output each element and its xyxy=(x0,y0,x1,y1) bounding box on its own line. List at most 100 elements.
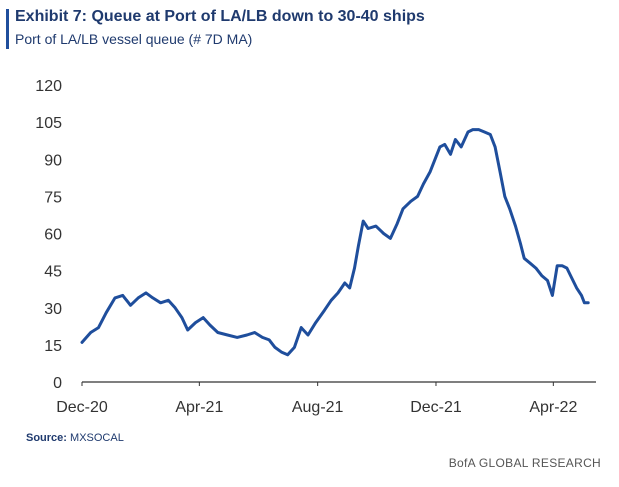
data-point xyxy=(546,279,549,282)
data-point xyxy=(348,286,351,290)
data-point xyxy=(540,274,543,277)
data-point xyxy=(336,291,340,295)
source-label: Source: xyxy=(26,432,67,444)
data-point xyxy=(235,336,239,339)
data-point xyxy=(226,333,229,337)
data-point xyxy=(556,264,559,267)
data-point xyxy=(286,353,289,356)
y-axis-ticks: 0 15 30 45 60 75 90 105 120 xyxy=(35,78,62,392)
data-point xyxy=(299,326,303,329)
data-point xyxy=(194,321,197,324)
data-point xyxy=(80,341,84,344)
y-tick-label: 75 xyxy=(44,189,62,206)
data-point xyxy=(267,338,271,342)
data-point xyxy=(508,207,511,210)
data-point xyxy=(306,333,310,337)
data-point xyxy=(466,130,470,134)
y-tick-label: 45 xyxy=(44,264,62,281)
x-axis-ticks: Dec-20 Apr-21 Aug-21 Dec-21 Apr-22 xyxy=(56,382,577,416)
chart-subtitle: Port of LA/LB vessel queue (# 7D MA) xyxy=(15,31,253,47)
data-point xyxy=(583,301,586,304)
data-point xyxy=(167,299,170,302)
data-point xyxy=(366,227,370,230)
data-point xyxy=(343,281,347,285)
x-tick-label: Apr-21 xyxy=(175,399,223,416)
x-tick-label: Apr-22 xyxy=(529,399,577,416)
data-point xyxy=(261,336,264,339)
data-point xyxy=(401,207,405,210)
data-point xyxy=(180,316,184,319)
data-point xyxy=(570,276,573,280)
data-point xyxy=(514,224,517,228)
data-point xyxy=(374,224,378,228)
data-point xyxy=(477,128,480,131)
data-point xyxy=(323,309,326,312)
data-point xyxy=(434,155,438,158)
y-tick-label: 60 xyxy=(44,227,62,244)
data-point xyxy=(471,128,475,131)
data-point xyxy=(330,299,333,302)
x-tick-label: Aug-21 xyxy=(292,399,344,416)
y-tick-label: 120 xyxy=(35,78,62,95)
data-point xyxy=(97,326,100,329)
data-point xyxy=(565,266,569,270)
data-point xyxy=(409,200,412,203)
data-point xyxy=(428,170,432,173)
data-point xyxy=(587,301,590,304)
data-point xyxy=(253,331,256,334)
series-layer xyxy=(80,128,590,357)
source-note: Source: MXSOCAL xyxy=(26,432,124,444)
data-point xyxy=(151,296,154,300)
data-point xyxy=(551,294,554,297)
title-accent-bar xyxy=(6,9,9,49)
data-point xyxy=(560,264,564,267)
y-tick-label: 0 xyxy=(53,375,62,392)
x-tick-label: Dec-20 xyxy=(56,399,108,416)
brand-footer: BofA GLOBAL RESEARCH xyxy=(448,456,601,470)
y-tick-label: 15 xyxy=(44,338,62,355)
data-point xyxy=(528,262,532,265)
y-tick-label: 105 xyxy=(35,115,62,132)
data-point xyxy=(159,301,162,304)
data-point xyxy=(129,304,132,307)
data-point xyxy=(503,195,507,198)
data-point xyxy=(280,351,283,354)
data-point xyxy=(580,294,583,297)
data-point xyxy=(422,182,425,186)
data-point xyxy=(519,242,522,245)
data-point xyxy=(202,316,205,319)
data-point xyxy=(105,311,108,314)
data-point xyxy=(113,296,117,300)
series-line xyxy=(80,128,590,357)
data-point xyxy=(137,296,140,300)
data-point xyxy=(438,145,442,149)
source-value: MXSOCAL xyxy=(70,432,124,444)
data-point xyxy=(357,244,360,248)
data-point xyxy=(353,266,356,270)
data-point xyxy=(416,195,419,198)
data-point xyxy=(121,294,124,297)
y-tick-label: 90 xyxy=(44,152,62,169)
data-point xyxy=(245,333,249,337)
data-point xyxy=(443,143,446,146)
data-point xyxy=(395,222,399,225)
data-point xyxy=(483,130,486,134)
data-point xyxy=(498,170,502,173)
data-point xyxy=(362,219,365,223)
data-point xyxy=(534,266,538,270)
data-point xyxy=(273,346,277,349)
data-point xyxy=(89,331,92,334)
data-point xyxy=(575,286,578,290)
data-point xyxy=(389,237,392,240)
data-point xyxy=(144,291,148,295)
data-point xyxy=(186,328,189,332)
data-point xyxy=(459,145,463,149)
data-point xyxy=(489,133,492,136)
data-point xyxy=(493,145,497,149)
chart-title: Exhibit 7: Queue at Port of LA/LB down t… xyxy=(15,8,425,25)
data-point xyxy=(208,323,212,327)
data-point xyxy=(523,257,526,260)
y-tick-label: 30 xyxy=(44,301,62,318)
data-point xyxy=(293,346,296,349)
